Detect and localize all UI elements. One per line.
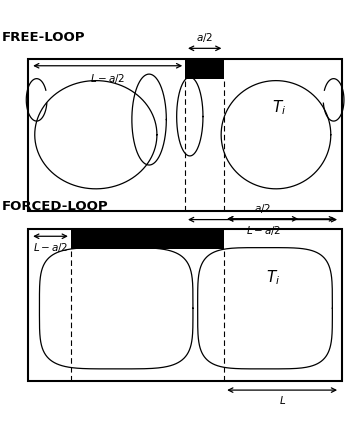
Text: FORCED-LOOP: FORCED-LOOP (2, 200, 109, 213)
Bar (28, 229, 342, 381)
Text: $T_i$: $T_i$ (272, 98, 286, 117)
Text: $L-a/2$: $L-a/2$ (33, 241, 68, 254)
Bar (185, 59, 224, 79)
Text: $a/2$: $a/2$ (254, 202, 271, 215)
Bar (71, 229, 224, 249)
Text: $a/2$: $a/2$ (196, 31, 213, 44)
Text: $T_i$: $T_i$ (266, 269, 280, 287)
Text: $L-a/2$: $L-a/2$ (90, 72, 125, 85)
Bar (28, 59, 342, 210)
Text: $L-a/2$: $L-a/2$ (246, 224, 281, 237)
Text: $L$: $L$ (279, 394, 287, 406)
Text: FREE-LOOP: FREE-LOOP (2, 31, 85, 44)
